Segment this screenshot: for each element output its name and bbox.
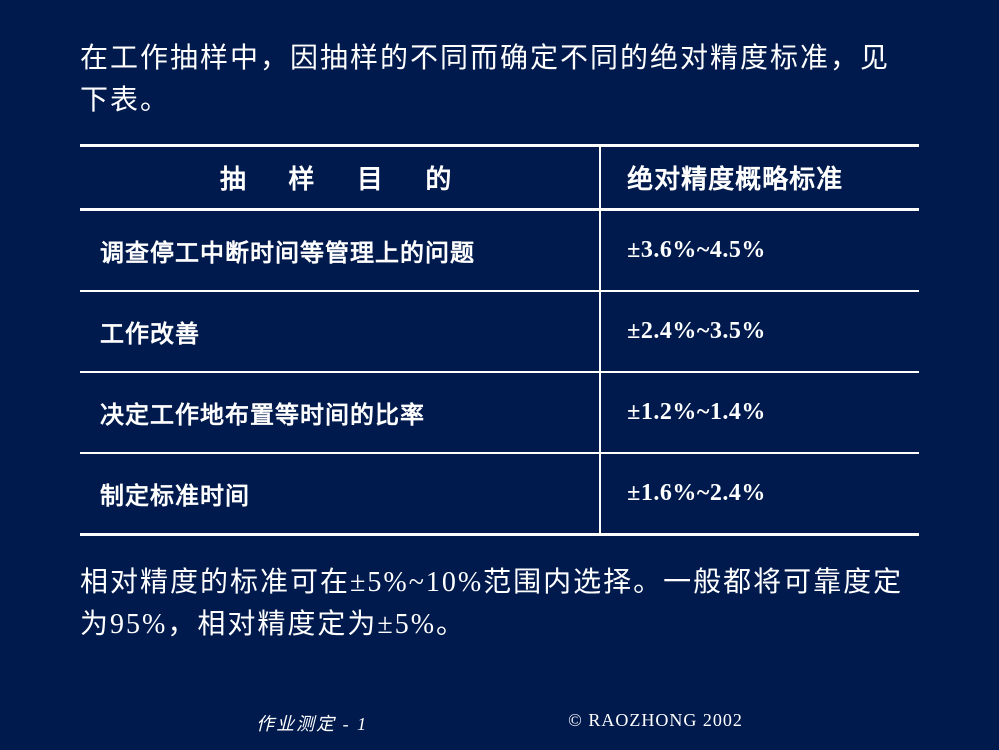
table-row: 制定标准时间 ±1.6%~2.4% [80, 453, 919, 535]
table-row: 工作改善 ±2.4%~3.5% [80, 291, 919, 372]
cell-standard: ±1.6%~2.4% [600, 453, 919, 535]
footer-left: 作业测定 - 1 [256, 710, 368, 736]
intro-text: 在工作抽样中，因抽样的不同而确定不同的绝对精度标准，见下表。 [80, 38, 919, 122]
cell-purpose: 工作改善 [80, 291, 600, 372]
footer: 作业测定 - 1 © RAOZHONG 2002 [0, 710, 999, 736]
table-row: 调查停工中断时间等管理上的问题 ±3.6%~4.5% [80, 210, 919, 292]
cell-purpose: 调查停工中断时间等管理上的问题 [80, 210, 600, 292]
cell-purpose: 决定工作地布置等时间的比率 [80, 372, 600, 453]
note-text: 相对精度的标准可在±5%~10%范围内选择。一般都将可靠度定为95%，相对精度定… [80, 562, 919, 646]
cell-standard: ±1.2%~1.4% [600, 372, 919, 453]
precision-table: 抽 样 目 的 绝对精度概略标准 调查停工中断时间等管理上的问题 ±3.6%~4… [80, 144, 919, 536]
cell-standard: ±3.6%~4.5% [600, 210, 919, 292]
table-header-row: 抽 样 目 的 绝对精度概略标准 [80, 146, 919, 210]
footer-right: © RAOZHONG 2002 [568, 710, 743, 736]
cell-purpose: 制定标准时间 [80, 453, 600, 535]
cell-standard: ±2.4%~3.5% [600, 291, 919, 372]
table-row: 决定工作地布置等时间的比率 ±1.2%~1.4% [80, 372, 919, 453]
header-standard: 绝对精度概略标准 [600, 146, 919, 210]
header-purpose: 抽 样 目 的 [80, 146, 600, 210]
